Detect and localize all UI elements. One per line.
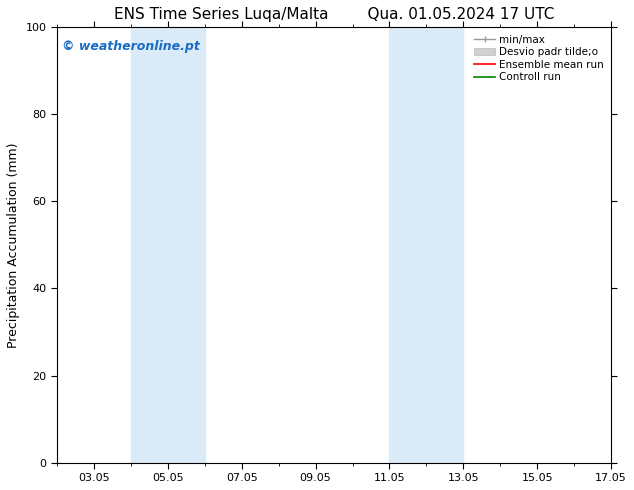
Text: © weatheronline.pt: © weatheronline.pt: [63, 40, 200, 53]
Y-axis label: Precipitation Accumulation (mm): Precipitation Accumulation (mm): [7, 142, 20, 348]
Legend: min/max, Desvio padr tilde;o, Ensemble mean run, Controll run: min/max, Desvio padr tilde;o, Ensemble m…: [472, 32, 606, 84]
Title: ENS Time Series Luqa/Malta        Qua. 01.05.2024 17 UTC: ENS Time Series Luqa/Malta Qua. 01.05.20…: [114, 7, 554, 22]
Bar: [389, 27, 463, 463]
Bar: [131, 27, 205, 463]
